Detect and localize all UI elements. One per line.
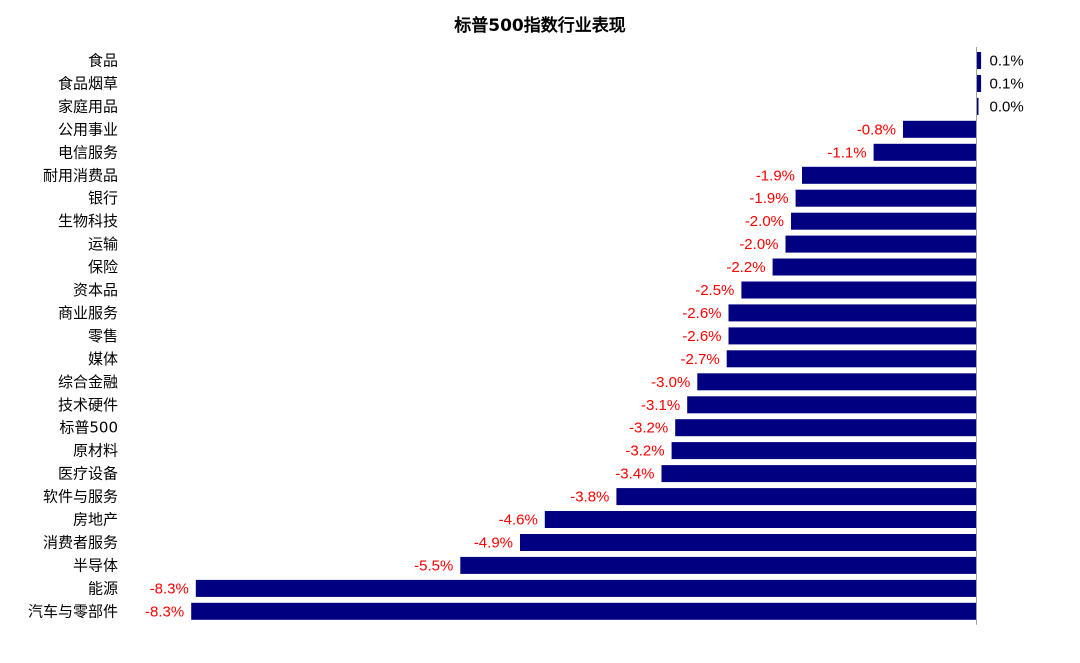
category-label: 家庭用品 bbox=[58, 97, 118, 115]
category-label: 保险 bbox=[88, 258, 118, 276]
value-label: -2.6% bbox=[682, 328, 721, 345]
category-label: 生物科技 bbox=[58, 212, 118, 230]
bar bbox=[785, 235, 977, 253]
bar bbox=[726, 350, 977, 368]
category-label: 软件与服务 bbox=[43, 488, 118, 506]
value-label: -2.6% bbox=[682, 305, 721, 322]
value-label: -2.5% bbox=[695, 282, 734, 299]
bar bbox=[520, 534, 977, 551]
value-label: -8.3% bbox=[145, 603, 184, 620]
category-label: 综合金融 bbox=[58, 373, 118, 391]
value-label: -3.0% bbox=[651, 374, 690, 391]
bar bbox=[195, 579, 977, 597]
category-label: 房地产 bbox=[73, 511, 118, 529]
category-label: 媒体 bbox=[88, 350, 118, 368]
bar bbox=[772, 258, 977, 276]
category-label: 食品 bbox=[88, 52, 118, 70]
category-label: 公用事业 bbox=[58, 120, 118, 138]
bar bbox=[873, 143, 977, 161]
bar bbox=[728, 304, 977, 322]
category-label: 汽车与零部件 bbox=[28, 602, 118, 620]
value-label: 0.0% bbox=[990, 98, 1024, 115]
bar bbox=[903, 120, 977, 138]
bar bbox=[795, 189, 977, 207]
bar bbox=[791, 212, 977, 230]
value-label: -5.5% bbox=[414, 557, 453, 574]
bar bbox=[976, 97, 979, 115]
category-labels: 食品食品烟草家庭用品公用事业电信服务耐用消费品银行生物科技运输保险资本品商业服务… bbox=[28, 52, 118, 621]
bar bbox=[544, 511, 977, 528]
bar bbox=[661, 465, 977, 483]
category-label: 技术硬件 bbox=[58, 396, 118, 414]
value-label: -1.9% bbox=[756, 167, 795, 184]
value-label: 0.1% bbox=[990, 53, 1024, 70]
bar bbox=[191, 602, 977, 620]
category-label: 标普500 bbox=[59, 419, 118, 437]
bars bbox=[191, 52, 982, 620]
category-label: 食品烟草 bbox=[58, 74, 118, 92]
bar bbox=[802, 166, 977, 184]
bar bbox=[976, 52, 982, 69]
category-label: 能源 bbox=[88, 579, 118, 597]
value-label: -1.9% bbox=[749, 190, 788, 207]
value-label: -4.9% bbox=[474, 534, 513, 551]
category-label: 资本品 bbox=[73, 281, 118, 299]
bar bbox=[728, 327, 977, 345]
value-labels: 0.1% 0.1% 0.0% -0.8% -1.1% -1.9% -1.9% -2.0% -2.… bbox=[145, 53, 1024, 621]
category-label: 半导体 bbox=[73, 556, 118, 574]
value-label: -2.0% bbox=[745, 213, 784, 230]
value-label: 0.1% bbox=[990, 75, 1024, 92]
category-label: 电信服务 bbox=[58, 143, 118, 161]
value-label: -2.2% bbox=[726, 259, 765, 276]
category-label: 商业服务 bbox=[58, 304, 118, 322]
category-label: 耐用消费品 bbox=[43, 166, 118, 184]
bar bbox=[616, 488, 977, 506]
bar bbox=[675, 419, 977, 437]
category-label: 运输 bbox=[88, 235, 118, 253]
value-label: -3.4% bbox=[615, 466, 654, 483]
value-label: -8.3% bbox=[150, 580, 189, 597]
value-label: -3.8% bbox=[570, 489, 609, 506]
bar bbox=[460, 556, 977, 574]
bar bbox=[687, 396, 977, 414]
value-label: -3.2% bbox=[625, 443, 664, 460]
value-label: -3.1% bbox=[641, 397, 680, 414]
category-label: 医疗设备 bbox=[58, 465, 118, 483]
chart-title: 标普500指数行业表现 bbox=[454, 15, 626, 36]
category-label: 原材料 bbox=[73, 442, 118, 460]
value-label: -1.1% bbox=[827, 144, 866, 161]
value-label: -3.2% bbox=[629, 420, 668, 437]
category-label: 消费者服务 bbox=[43, 533, 118, 551]
category-label: 银行 bbox=[88, 189, 118, 207]
value-label: -0.8% bbox=[857, 121, 896, 138]
bar bbox=[741, 281, 977, 299]
value-label: -2.7% bbox=[681, 351, 720, 368]
value-label: -2.0% bbox=[739, 236, 778, 253]
value-label: -4.6% bbox=[499, 512, 538, 529]
bar bbox=[697, 373, 977, 391]
category-label: 零售 bbox=[88, 327, 118, 345]
bar bbox=[976, 75, 982, 92]
bar bbox=[671, 442, 977, 460]
